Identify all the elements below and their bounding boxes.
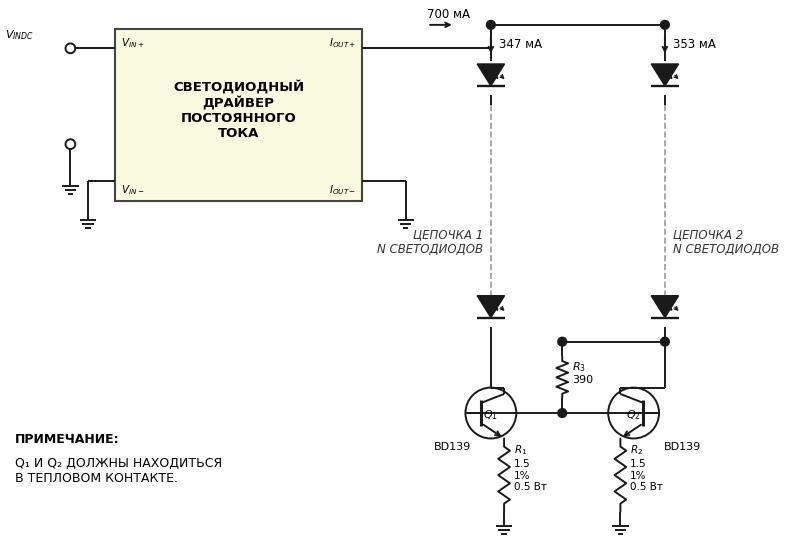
Text: 700 мА: 700 мА bbox=[427, 8, 470, 21]
Text: 347 мА: 347 мА bbox=[498, 38, 542, 51]
Text: СВЕТОДИОДНЫЙ
ДРАЙВЕР
ПОСТОЯННОГО
ТОКА: СВЕТОДИОДНЫЙ ДРАЙВЕР ПОСТОЯННОГО ТОКА bbox=[173, 80, 304, 140]
Text: $R_1$
1.5
1%
0.5 Вт: $R_1$ 1.5 1% 0.5 Вт bbox=[514, 444, 546, 492]
Polygon shape bbox=[651, 296, 678, 317]
Text: $R_2$
1.5
1%
0.5 Вт: $R_2$ 1.5 1% 0.5 Вт bbox=[630, 444, 663, 492]
Text: $V_{INDC}$: $V_{INDC}$ bbox=[5, 29, 34, 43]
Polygon shape bbox=[651, 64, 678, 86]
Text: $R_3$
390: $R_3$ 390 bbox=[572, 360, 593, 385]
Text: $Q_2$: $Q_2$ bbox=[626, 408, 641, 422]
Circle shape bbox=[558, 409, 566, 418]
Polygon shape bbox=[477, 296, 505, 317]
Circle shape bbox=[486, 20, 495, 29]
Polygon shape bbox=[477, 64, 505, 86]
Text: $I_{OUT+}$: $I_{OUT+}$ bbox=[329, 37, 356, 50]
Text: ПРИМЕЧАНИЕ:: ПРИМЕЧАНИЕ: bbox=[14, 433, 119, 445]
Text: 353 мА: 353 мА bbox=[673, 38, 716, 51]
Text: ЦЕПОЧКА 2
N СВЕТОДИОДОВ: ЦЕПОЧКА 2 N СВЕТОДИОДОВ bbox=[673, 228, 778, 256]
Text: $V_{IN+}$: $V_{IN+}$ bbox=[122, 37, 145, 50]
Text: $Q_1$: $Q_1$ bbox=[483, 408, 498, 422]
Text: ЦЕПОЧКА 1
N СВЕТОДИОДОВ: ЦЕПОЧКА 1 N СВЕТОДИОДОВ bbox=[377, 228, 483, 256]
FancyBboxPatch shape bbox=[115, 29, 362, 201]
Text: BD139: BD139 bbox=[434, 442, 471, 452]
Text: BD139: BD139 bbox=[664, 442, 701, 452]
Text: $I_{OUT-}$: $I_{OUT-}$ bbox=[329, 183, 356, 197]
Text: $V_{IN-}$: $V_{IN-}$ bbox=[122, 183, 145, 197]
Circle shape bbox=[661, 20, 670, 29]
Circle shape bbox=[661, 337, 670, 346]
Circle shape bbox=[558, 337, 566, 346]
Text: Q₁ И Q₂ ДОЛЖНЫ НАХОДИТЬСЯ
В ТЕПЛОВОМ КОНТАКТЕ.: Q₁ И Q₂ ДОЛЖНЫ НАХОДИТЬСЯ В ТЕПЛОВОМ КОН… bbox=[14, 457, 222, 485]
